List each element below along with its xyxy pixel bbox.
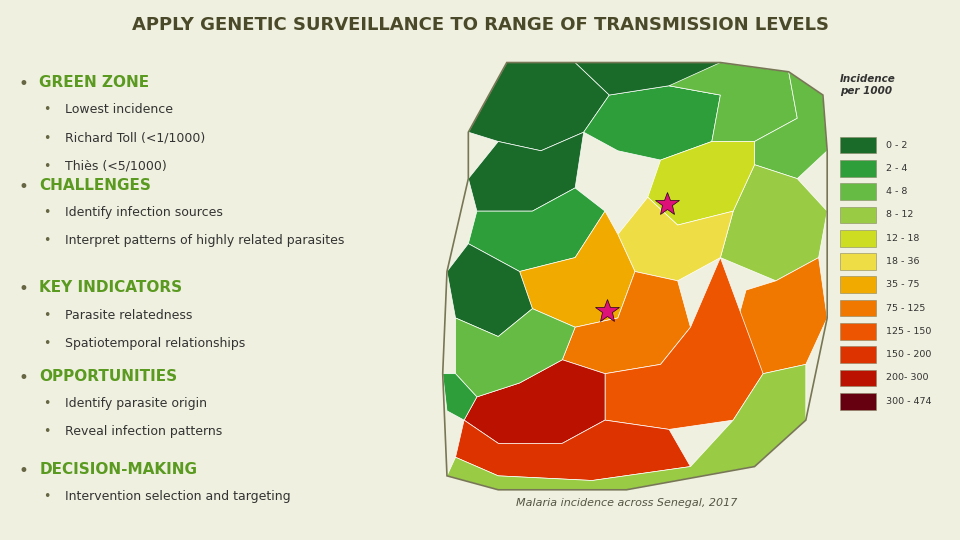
Text: Identify parasite origin: Identify parasite origin — [64, 397, 206, 410]
Text: •: • — [43, 160, 51, 173]
Bar — [840, 346, 876, 363]
Text: •: • — [18, 462, 28, 480]
Text: 75 - 125: 75 - 125 — [885, 303, 925, 313]
Text: •: • — [43, 206, 51, 219]
Polygon shape — [443, 374, 477, 420]
Text: •: • — [43, 397, 51, 410]
Bar — [840, 160, 876, 177]
Polygon shape — [563, 272, 690, 374]
Text: 35 - 75: 35 - 75 — [885, 280, 919, 289]
Text: •: • — [43, 338, 51, 350]
Text: OPPORTUNITIES: OPPORTUNITIES — [39, 369, 178, 383]
Text: •: • — [43, 426, 51, 438]
Polygon shape — [455, 420, 690, 481]
Bar — [840, 230, 876, 247]
Polygon shape — [464, 360, 605, 443]
Bar — [840, 276, 876, 293]
Polygon shape — [455, 309, 575, 397]
Polygon shape — [605, 258, 763, 429]
Text: •: • — [43, 490, 51, 503]
Text: Interpret patterns of highly related parasites: Interpret patterns of highly related par… — [64, 234, 344, 247]
Text: 200- 300: 200- 300 — [885, 374, 928, 382]
Text: Spatiotemporal relationships: Spatiotemporal relationships — [64, 338, 245, 350]
Text: •: • — [43, 234, 51, 247]
Polygon shape — [669, 63, 797, 141]
Polygon shape — [575, 63, 720, 95]
Bar — [840, 137, 876, 153]
Text: •: • — [43, 132, 51, 145]
Text: •: • — [18, 369, 28, 387]
Text: Incidence
per 1000: Incidence per 1000 — [840, 75, 896, 96]
Text: •: • — [43, 309, 51, 322]
Bar — [840, 323, 876, 340]
Text: 8 - 12: 8 - 12 — [885, 211, 913, 219]
Text: Intervention selection and targeting: Intervention selection and targeting — [64, 490, 290, 503]
Text: Identify infection sources: Identify infection sources — [64, 206, 223, 219]
Text: Lowest incidence: Lowest incidence — [64, 103, 173, 116]
Text: 125 - 150: 125 - 150 — [885, 327, 931, 336]
Text: 150 - 200: 150 - 200 — [885, 350, 931, 359]
Polygon shape — [755, 72, 828, 179]
Text: •: • — [18, 75, 28, 93]
Text: Richard Toll (<1/1000): Richard Toll (<1/1000) — [64, 132, 204, 145]
Text: 18 - 36: 18 - 36 — [885, 257, 919, 266]
Text: DECISION-MAKING: DECISION-MAKING — [39, 462, 197, 477]
Text: 300 - 474: 300 - 474 — [885, 397, 931, 406]
Text: GREEN ZONE: GREEN ZONE — [39, 75, 150, 90]
Bar — [840, 207, 876, 224]
Text: 0 - 2: 0 - 2 — [885, 140, 907, 150]
Text: 2 - 4: 2 - 4 — [885, 164, 907, 173]
Text: 4 - 8: 4 - 8 — [885, 187, 907, 196]
Polygon shape — [618, 197, 733, 281]
Polygon shape — [584, 86, 720, 160]
Polygon shape — [447, 364, 805, 490]
Text: •: • — [18, 178, 28, 195]
Bar — [840, 253, 876, 270]
Bar — [840, 183, 876, 200]
Text: Thiès (<5/1000): Thiès (<5/1000) — [64, 160, 166, 173]
Text: •: • — [18, 280, 28, 299]
Polygon shape — [519, 211, 635, 327]
Polygon shape — [733, 258, 828, 374]
Text: Reveal infection patterns: Reveal infection patterns — [64, 426, 222, 438]
Polygon shape — [720, 165, 828, 281]
Polygon shape — [468, 63, 610, 151]
Text: APPLY GENETIC SURVEILLANCE TO RANGE OF TRANSMISSION LEVELS: APPLY GENETIC SURVEILLANCE TO RANGE OF T… — [132, 16, 828, 34]
Bar — [840, 300, 876, 316]
Polygon shape — [648, 141, 755, 225]
Polygon shape — [468, 132, 584, 211]
Polygon shape — [468, 188, 605, 272]
Text: 12 - 18: 12 - 18 — [885, 234, 919, 243]
Text: Parasite relatedness: Parasite relatedness — [64, 309, 192, 322]
Polygon shape — [447, 244, 533, 336]
Text: Malaria incidence across Senegal, 2017: Malaria incidence across Senegal, 2017 — [516, 498, 737, 508]
Text: •: • — [43, 103, 51, 116]
Text: CHALLENGES: CHALLENGES — [39, 178, 151, 193]
Bar — [840, 393, 876, 410]
Bar — [840, 369, 876, 386]
Text: KEY INDICATORS: KEY INDICATORS — [39, 280, 182, 295]
